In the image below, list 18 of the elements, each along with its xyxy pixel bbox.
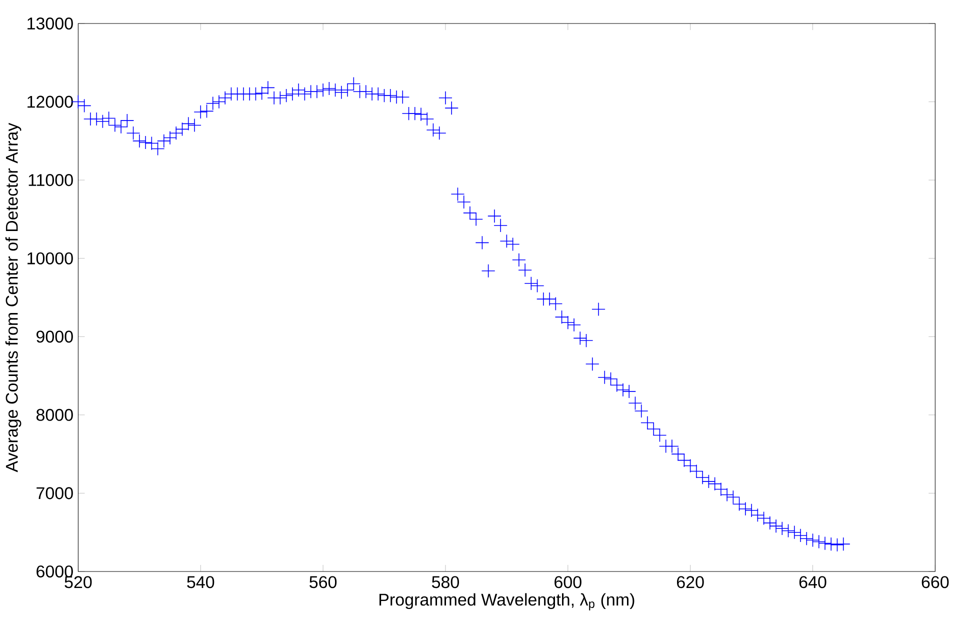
x-tick-label: 580 xyxy=(432,576,459,588)
y-tick-label: 7000 xyxy=(36,487,73,500)
x-tick-label: 520 xyxy=(64,576,92,588)
x-tick-label: 540 xyxy=(187,576,214,588)
y-tick-label: 11000 xyxy=(28,174,73,186)
y-axis-title: Average Counts from Center of Detector Array xyxy=(5,123,22,472)
y-tick-label: 8000 xyxy=(36,409,73,422)
x-tick-label: 600 xyxy=(554,576,582,588)
y-tick-label: 13000 xyxy=(28,18,73,30)
x-tick-label: 660 xyxy=(922,576,949,588)
x-tick-label: 560 xyxy=(310,576,337,588)
y-tick-label: 6000 xyxy=(36,566,73,578)
x-axis-title: Programmed Wavelength, λ$_{p}$ (nm) xyxy=(380,593,634,611)
y-tick-label: 9000 xyxy=(36,330,73,343)
y-tick-label: 12000 xyxy=(28,96,73,108)
x-tick-label: 640 xyxy=(799,576,826,588)
y-tick-label: 10000 xyxy=(28,252,73,265)
x-tick-label: 620 xyxy=(676,576,704,588)
